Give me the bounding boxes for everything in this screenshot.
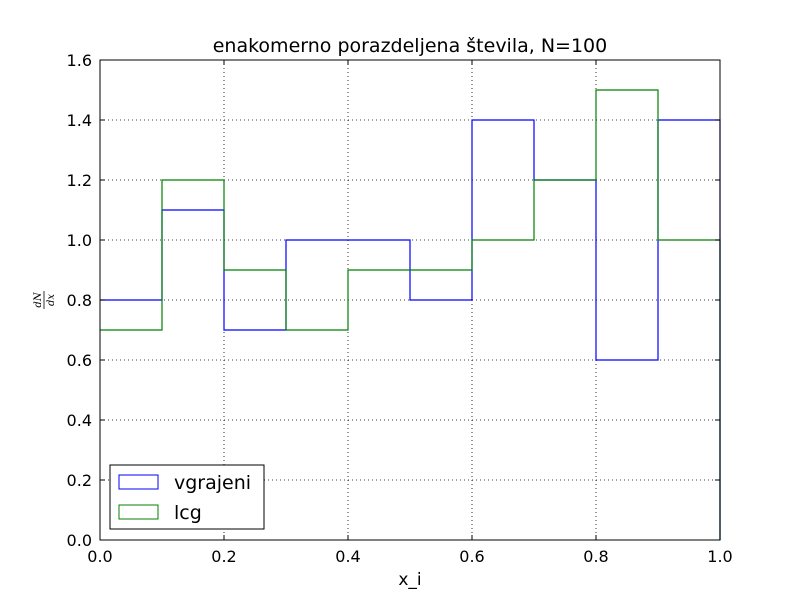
y-tick-label: 1.6 (67, 51, 92, 70)
y-tick-label: 0.2 (67, 471, 92, 490)
y-tick-label: 1.2 (67, 171, 92, 190)
x-tick-label: 0.6 (459, 547, 484, 566)
y-axis-label-denominator: dx (46, 294, 57, 306)
x-tick-label: 0.2 (211, 547, 236, 566)
x-tick-label: 0.4 (335, 547, 360, 566)
series-group (100, 89, 721, 540)
x-tick-label: 0.0 (87, 547, 112, 566)
legend-swatch-vgrajeni (118, 474, 159, 490)
legend: vgrajeni lcg (109, 464, 265, 530)
legend-label-vgrajeni: vgrajeni (174, 472, 251, 494)
y-tick-label: 0.0 (67, 531, 92, 550)
y-tick-label: 0.6 (67, 351, 92, 370)
x-axis-label: x_i (398, 570, 421, 590)
y-tick-label: 0.4 (67, 411, 92, 430)
series-line-lcg (100, 89, 721, 540)
y-tick-label: 0.8 (67, 291, 92, 310)
y-tick-label: 1.0 (67, 231, 92, 250)
y-axis-label-numerator: dN (33, 291, 44, 307)
x-tick-label: 1.0 (707, 547, 732, 566)
legend-swatch-lcg (118, 504, 159, 520)
x-tick-label: 0.8 (583, 547, 608, 566)
legend-label-lcg: lcg (174, 502, 202, 524)
y-tick-label: 1.4 (67, 111, 92, 130)
chart-title: enakomerno porazdeljena števila, N=100 (213, 35, 608, 57)
legend-box (109, 464, 265, 530)
ticks: 0.0 0.2 0.4 0.6 0.8 1.0 0.0 0.2 0.4 0.6 0.8 1.0 1.2 1… (67, 51, 733, 566)
y-axis-label: dN dx (33, 291, 57, 309)
